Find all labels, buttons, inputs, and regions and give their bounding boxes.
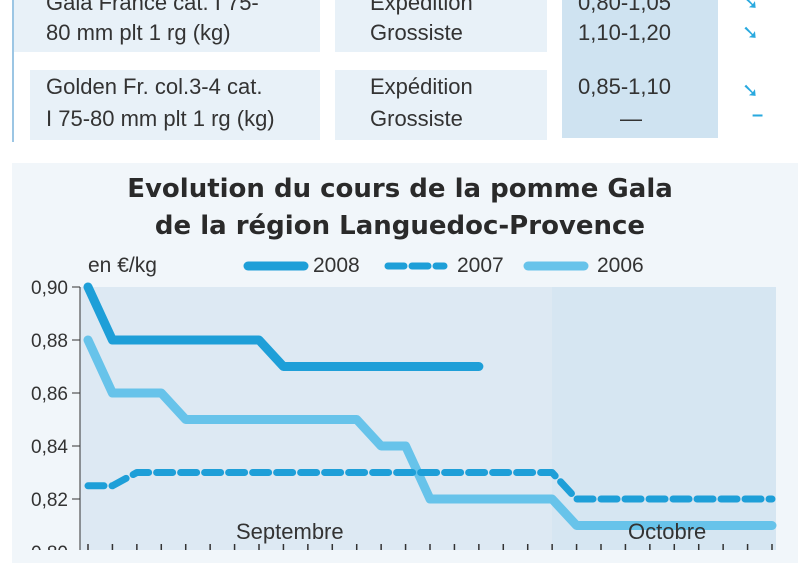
chart-svg: 0,90 0,88 0,86 0,84 0,82 0,80: [31, 261, 777, 550]
row1-product-line1: Gala France cat. I 75-: [46, 0, 259, 15]
y-tick-label: 0,86: [31, 384, 68, 405]
y-tick-label: 0,82: [31, 490, 68, 511]
x-ticks: [87, 544, 773, 550]
series-line-2006: [83, 335, 777, 530]
row2-product-line2: I 75-80 mm plt 1 rg (kg): [46, 106, 275, 131]
legend-label-2006: 2006: [597, 254, 644, 277]
row1-product-line2: 80 mm plt 1 rg (kg): [46, 20, 231, 45]
row2-stage-line1: Expédition: [370, 74, 473, 99]
stage-cell: [335, 70, 547, 140]
y-tick-label: 0,88: [31, 331, 68, 352]
legend-label-2007: 2007: [457, 254, 504, 277]
row2-stage-line2: Grossiste: [370, 106, 463, 131]
series-line-2008: [83, 282, 484, 371]
month-label-september: Septembre: [236, 519, 344, 544]
product-cell: [14, 0, 320, 52]
october-band: [552, 287, 776, 550]
row1-stage-line1: Expédition: [370, 0, 473, 15]
y-tick-label: 0,84: [31, 437, 68, 458]
row1-trend-icon-2: ➘: [742, 22, 759, 44]
row2-price-line2: —: [620, 106, 642, 131]
row1-stage-line2: Grossiste: [370, 20, 463, 45]
row1-price-line2: 1,10-1,20: [578, 20, 671, 45]
y-tick-label: 0,80: [31, 543, 68, 550]
chart-title-line1: Evolution du cours de la pomme Gala: [127, 174, 673, 204]
legend-label-2008: 2008: [313, 254, 360, 277]
price-table: Gala France cat. I 75- 80 mm plt 1 rg (k…: [0, 0, 800, 150]
series-lines: [83, 282, 777, 530]
table-left-rule: [12, 0, 14, 142]
y-tick-label: 0,90: [31, 278, 68, 299]
stage-cell: [335, 0, 547, 52]
y-unit-label: en €/kg: [88, 254, 157, 277]
chart-title-line2: de la région Languedoc-Provence: [154, 211, 646, 241]
row1-trend-icon-1: ➘: [742, 0, 759, 14]
row1-price-line1: 0,80-1,05: [578, 0, 671, 15]
row2-trend-icon-2: –: [752, 104, 764, 126]
price-column-background: [562, 0, 718, 138]
product-cell: [30, 70, 320, 140]
series-line-2007: [84, 469, 776, 503]
y-ticks: 0,90 0,88 0,86 0,84 0,82 0,80: [31, 278, 80, 550]
row2-product-line1: Golden Fr. col.3-4 cat.: [46, 74, 263, 99]
month-label-october: Octobre: [628, 519, 707, 544]
row2-price-line1: 0,85-1,10: [578, 74, 671, 99]
row2-trend-icon-1: ➘: [742, 80, 759, 102]
